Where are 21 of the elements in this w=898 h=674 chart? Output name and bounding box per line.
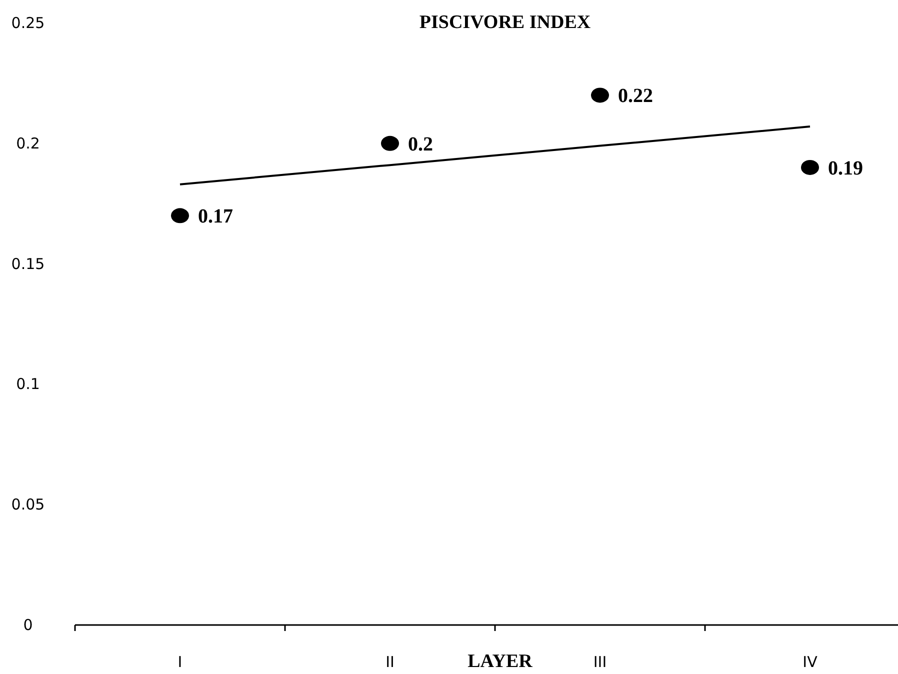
x-tick-label: IV bbox=[802, 653, 818, 671]
y-tick-label: 0.15 bbox=[11, 254, 45, 273]
x-tick-label: II bbox=[386, 653, 394, 671]
data-label: 0.22 bbox=[618, 85, 653, 108]
y-tick-label: 0 bbox=[23, 616, 33, 634]
x-tick-label: III bbox=[593, 653, 607, 671]
y-tick-label: 0.25 bbox=[11, 14, 45, 32]
point bbox=[381, 136, 399, 151]
line-series bbox=[179, 126, 811, 186]
x-tick-label: I bbox=[178, 653, 182, 671]
data-label: 0.19 bbox=[828, 157, 863, 180]
point bbox=[171, 208, 189, 224]
y-tick-label: 0.1 bbox=[16, 375, 40, 394]
point bbox=[591, 88, 609, 103]
data-label: 0.2 bbox=[408, 133, 433, 156]
chart-title: PISCIVORE INDEX bbox=[419, 12, 591, 33]
y-tick-label: 0.05 bbox=[11, 496, 45, 514]
point bbox=[801, 160, 819, 175]
y-tick-label: 0.2 bbox=[16, 134, 40, 152]
data-label: 0.17 bbox=[198, 206, 233, 228]
x-axis-title: LAYER bbox=[468, 651, 533, 672]
